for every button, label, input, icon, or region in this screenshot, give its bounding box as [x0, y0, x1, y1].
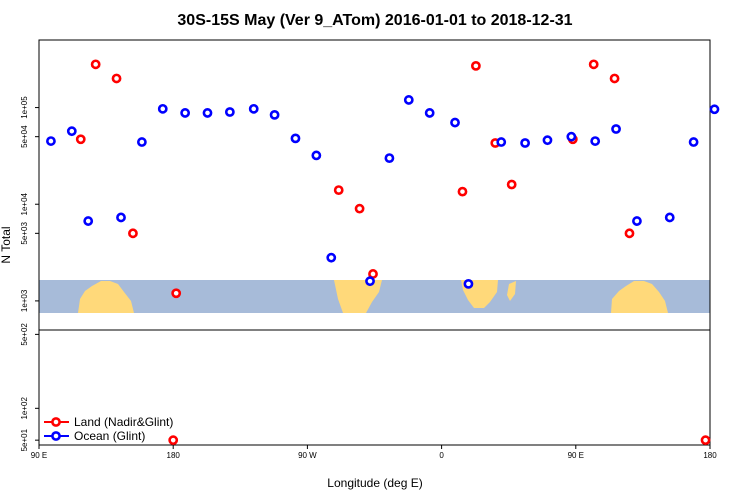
- x-tick-label: 180: [703, 451, 717, 460]
- ocean-data-point: [116, 212, 126, 223]
- land-data-point: [333, 185, 344, 196]
- legend-ocean-marker: [51, 431, 61, 441]
- ocean-data-point: [450, 117, 460, 128]
- y-axis-label: N Total: [0, 226, 13, 263]
- upper-y-tick-label: 5e+03: [20, 222, 29, 245]
- ocean-data-point: [463, 278, 474, 289]
- land-data-point: [506, 179, 517, 190]
- ocean-data-point: [496, 137, 507, 147]
- x-tick-label: 180: [167, 451, 181, 460]
- x-axis: 90 E 180 90 W 0 90 E 180: [31, 445, 717, 460]
- lower-y-tick-label: 5e+02: [20, 323, 29, 346]
- x-axis-label: Longitude (deg E): [327, 476, 422, 490]
- upper-y-tick-label: 1e+04: [20, 192, 29, 215]
- legend-land-label: Land (Nadir&Glint): [74, 415, 173, 429]
- land-australia-east: [611, 281, 668, 313]
- land-data-point: [354, 203, 365, 214]
- ocean-data-point: [202, 108, 213, 118]
- land-data-point: [168, 435, 179, 446]
- upper-y-axis: 1e+03 5e+03 1e+04 5e+04 1e+05: [20, 96, 39, 312]
- ocean-data-point: [566, 131, 577, 142]
- ocean-data-point: [248, 103, 259, 114]
- ocean-data-point: [664, 212, 675, 223]
- ocean-data-point: [46, 136, 56, 146]
- land-data-point: [609, 73, 620, 84]
- lower-panel-frame: [38, 329, 711, 446]
- ocean-data-point: [709, 104, 720, 115]
- world-map-background: [39, 280, 710, 313]
- land-data-point: [75, 134, 86, 145]
- land-data-point: [700, 435, 711, 446]
- chart-title: 30S-15S May (Ver 9_ATom) 2016-01-01 to 2…: [177, 12, 572, 29]
- upper-y-tick-label: 1e+03: [20, 289, 29, 312]
- ocean-data-point: [611, 124, 621, 134]
- upper-y-tick-label: 1e+05: [20, 96, 29, 119]
- ocean-data-point: [365, 276, 375, 287]
- x-tick-label: 90 W: [298, 451, 317, 460]
- ocean-data-point: [326, 252, 337, 263]
- legend: Land (Nadir&Glint) Ocean (Glint): [44, 415, 173, 443]
- land-data-point: [457, 186, 468, 197]
- land-data-point: [90, 59, 101, 70]
- land-south-america: [334, 280, 382, 313]
- ocean-data-point: [157, 103, 168, 114]
- land-australia-west: [78, 281, 134, 313]
- land-data-point: [588, 59, 599, 70]
- axes: [38, 39, 711, 446]
- land-data-point: [128, 228, 138, 239]
- ocean-data-point: [424, 108, 435, 118]
- ocean-data-point: [688, 137, 699, 147]
- ocean-data-point: [290, 133, 301, 144]
- legend-ocean-label: Ocean (Glint): [74, 429, 145, 443]
- lower-y-axis: 5e+01 1e+02 5e+02: [20, 323, 39, 451]
- ocean-data-point: [311, 150, 322, 161]
- ocean-data-point: [520, 138, 531, 148]
- ocean-data-point: [136, 137, 147, 147]
- x-tick-label: 90 E: [31, 451, 47, 460]
- x-tick-label: 0: [439, 451, 444, 460]
- ocean-data-point: [542, 135, 553, 146]
- ocean-data-point: [83, 216, 94, 226]
- ocean-data-point: [590, 136, 601, 146]
- land-data-point: [470, 60, 481, 71]
- ocean-data-point: [269, 109, 280, 120]
- legend-land-marker: [51, 417, 61, 427]
- ocean-data-point: [403, 95, 414, 105]
- ocean-data-point: [66, 126, 77, 137]
- ocean-data-point: [224, 107, 235, 117]
- data-points: [46, 59, 720, 446]
- upper-y-tick-label: 5e+04: [20, 125, 29, 148]
- ocean-data-point: [384, 153, 395, 164]
- land-madagascar: [507, 281, 516, 301]
- land-data-point: [111, 73, 122, 84]
- ocean-data-point: [180, 108, 191, 118]
- x-tick-label: 90 E: [568, 451, 584, 460]
- land-data-point: [171, 288, 182, 299]
- lower-y-tick-label: 1e+02: [20, 397, 29, 420]
- ocean-data-point: [632, 216, 642, 226]
- lower-y-tick-label: 5e+01: [20, 428, 29, 451]
- land-data-point: [624, 228, 635, 239]
